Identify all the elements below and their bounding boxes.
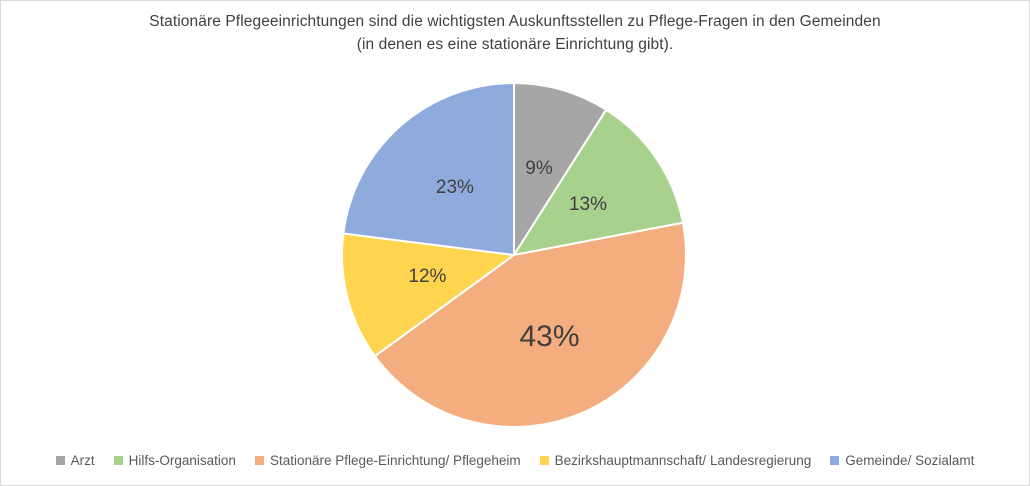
pie-slice-stationaere-pflege-einrichtung-pflegeheim (373, 221, 687, 428)
legend-label: Arzt (70, 453, 95, 468)
legend-label: Gemeinde/ Sozialamt (845, 453, 975, 468)
legend-marker-stationaere-pflege-einrichtung (254, 456, 264, 465)
pie-slice-gemeinde-sozialamt (342, 82, 515, 256)
legend-item-hilfs-organisation: Hilfs-Organisation (113, 453, 236, 468)
pie-slice-arzt (513, 82, 608, 256)
pie-slice-hilfs-organisation (513, 108, 684, 256)
legend-item-bezirkshauptmannschaft: Bezirkshauptmannschaft/ Landesregierung (539, 453, 812, 468)
legend-marker-gemeinde-sozialamt (830, 456, 840, 465)
chart-title-line-2: (in denen es eine stationäre Einrichtung… (356, 36, 674, 53)
legend-label: Bezirkshauptmannschaft/ Landesregierung (554, 453, 812, 468)
chart-title-line-1: Stationäre Pflegeeinrichtungen sind die … (149, 13, 881, 30)
legend: Arzt Hilfs-Organisation Stationäre Pfleg… (1, 453, 1029, 468)
legend-marker-bezirkshauptmannschaft (539, 456, 549, 465)
pie-slice-bezirkshauptmannschaft-landesregierung (341, 232, 515, 358)
legend-label: Hilfs-Organisation (128, 453, 236, 468)
legend-item-stationaere-pflege-einrichtung: Stationäre Pflege-Einrichtung/ Pflegehei… (254, 453, 521, 468)
legend-item-gemeinde-sozialamt: Gemeinde/ Sozialamt (830, 453, 974, 468)
legend-marker-hilfs-organisation (113, 456, 123, 465)
legend-item-arzt: Arzt (55, 453, 95, 468)
legend-label: Stationäre Pflege-Einrichtung/ Pflegehei… (269, 453, 521, 468)
pie-chart (341, 82, 687, 428)
chart-title: Stationäre Pflegeeinrichtungen sind die … (1, 10, 1029, 56)
pie-area: 9% 13% 43% 12% 23% (340, 81, 688, 429)
legend-marker-arzt (55, 456, 65, 465)
